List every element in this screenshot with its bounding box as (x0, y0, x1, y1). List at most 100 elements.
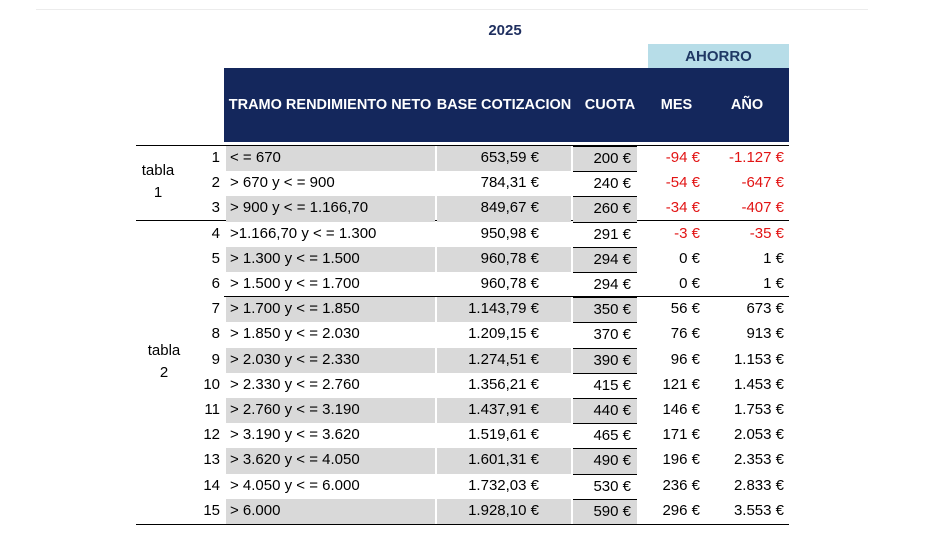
table-row: 6 > 1.500 y < = 1.700 960,78 € 294 € 0 € 1 € (0, 272, 950, 297)
anio-cell: 3.553 € (733, 501, 784, 519)
base-cell: 960,78 € (437, 246, 571, 272)
table-row: 13 > 3.620 y < = 4.050 1.601,31 €490 € 196 … (0, 448, 950, 474)
tramo-cell: > 1.500 y < = 1.700 (230, 275, 360, 292)
header-tramo: TRAMO RENDIMIENTO NETO (228, 96, 432, 113)
cuota-cell: 294 € (573, 246, 637, 272)
tramo-cell: >1.166,70 y < = 1.300 (230, 224, 377, 242)
cuota-cell: 390 € (573, 347, 637, 373)
row-number: 9 (211, 350, 220, 368)
tramo-cell: > 1.300 y < = 1.500 (226, 246, 435, 272)
table-row: 8 > 1.850 y < = 2.030 1.209,15 € 370 € 76 € 9… (0, 322, 950, 347)
tramo-cell: > 2.030 y < = 2.330 (226, 347, 435, 373)
mes-cell: -54 € (665, 174, 700, 192)
mes-cell: 96 € (670, 350, 700, 368)
anio-cell: -647 € (741, 174, 784, 192)
anio-cell: -407 € (741, 199, 784, 217)
base-cell: 1.209,15 € (468, 325, 539, 343)
row-number: 11 (204, 401, 220, 418)
cuota-cell: 260 € (573, 196, 637, 222)
table-row: 5 > 1.300 y < = 1.500 960,78 €294 € 0 € 1 € (0, 246, 950, 272)
row-divider (224, 296, 789, 297)
row-number: 5 (211, 249, 220, 267)
base-cell: 1.519,61 € (468, 426, 539, 444)
cuota-cell: 465 € (573, 423, 637, 448)
row-number: 15 (203, 501, 220, 519)
tramo-cell: > 1.700 y < = 1.850 (226, 297, 435, 323)
anio-cell: 1.453 € (733, 375, 784, 393)
table-bottom-border (136, 524, 789, 525)
mes-cell: 296 € (662, 501, 700, 519)
tramo-cell: > 4.050 y < = 6.000 (230, 476, 360, 494)
cuota-cell: 370 € (573, 322, 637, 347)
mes-cell: 0 € (679, 275, 700, 292)
group-label-tabla-2: tabla 2 (147, 342, 181, 381)
table-row: 10 > 2.330 y < = 2.760 1.356,21 € 415 € 121 … (0, 372, 950, 398)
anio-cell: 1.153 € (733, 350, 784, 368)
group-label-tabla-1: tabla 1 (141, 162, 175, 201)
ahorro-header: AHORRO (648, 44, 789, 68)
cuota-cell: 440 € (573, 398, 637, 424)
cuota-cell: 530 € (573, 473, 637, 499)
year-heading: 2025 (488, 22, 522, 39)
cuota-cell: 240 € (573, 171, 637, 196)
tramo-cell: > 2.330 y < = 2.760 (230, 375, 360, 393)
mes-cell: 56 € (670, 300, 700, 318)
table-row: 4 >1.166,70 y < = 1.300 950,98 € 291 € -3 € -… (0, 221, 950, 247)
table-row: 2 > 670 y < = 900 784,31 € 240 € -54 € -647 € (0, 171, 950, 196)
anio-cell: 2.833 € (733, 476, 784, 494)
cuota-cell: 294 € (573, 272, 637, 297)
base-cell: 1.143,79 € (437, 297, 571, 323)
mes-cell: -34 € (665, 199, 700, 217)
base-cell: 784,31 € (480, 174, 539, 192)
tramo-cell: > 6.000 (226, 498, 435, 524)
header-anio: AÑO (730, 96, 764, 113)
row-number: 3 (211, 199, 220, 217)
mes-cell: 171 € (662, 426, 700, 444)
cuota-cell: 415 € (573, 372, 637, 398)
cuota-cell: 200 € (573, 146, 637, 172)
row-number: 7 (211, 300, 220, 318)
mes-cell: 236 € (662, 476, 700, 494)
anio-cell: 2.053 € (733, 426, 784, 444)
table-row: 15 > 6.000 1.928,10 €590 € 296 € 3.553 € (0, 498, 950, 524)
tramo-cell: > 3.190 y < = 3.620 (230, 426, 360, 444)
cuota-cell: 490 € (573, 448, 637, 474)
table-row: 12 > 3.190 y < = 3.620 1.519,61 € 465 € 171 … (0, 423, 950, 448)
base-cell: 1.928,10 € (437, 498, 571, 524)
cuota-cell: 291 € (573, 221, 637, 247)
tramo-cell: < = 670 (226, 146, 435, 172)
anio-cell: 913 € (746, 325, 784, 343)
table-row: 1 < = 670 653,59 €200 € -94 € -1.127 € (0, 146, 950, 172)
table-row: 7 > 1.700 y < = 1.850 1.143,79 €350 € 56 € 6… (0, 297, 950, 323)
anio-cell: -1.127 € (728, 149, 784, 166)
row-number: 1 (211, 149, 220, 166)
row-number: 13 (203, 451, 220, 469)
table-row: 3 > 900 y < = 1.166,70 849,67 €260 € -34 € -… (0, 196, 950, 222)
row-number: 8 (211, 325, 220, 343)
base-cell: 1.356,21 € (468, 375, 539, 393)
cuota-cell: 350 € (573, 297, 637, 323)
header-cuota: CUOTA (584, 96, 636, 113)
mes-cell: 0 € (679, 249, 700, 267)
row-number: 10 (203, 375, 220, 393)
base-cell: 849,67 € (437, 196, 571, 222)
row-number: 4 (211, 224, 220, 242)
mes-cell: 146 € (662, 401, 700, 418)
anio-cell: 1 € (763, 275, 784, 292)
mes-cell: 76 € (670, 325, 700, 343)
tramo-cell: > 3.620 y < = 4.050 (226, 448, 435, 474)
table-header: TRAMO RENDIMIENTO NETO BASE COTIZACION C… (224, 68, 789, 142)
base-cell: 1.274,51 € (437, 347, 571, 373)
tramo-cell: > 2.760 y < = 3.190 (226, 398, 435, 424)
base-cell: 653,59 € (437, 146, 571, 172)
anio-cell: 673 € (746, 300, 784, 318)
row-number: 12 (203, 426, 220, 444)
row-number: 2 (211, 174, 220, 192)
table-top-border (136, 145, 789, 146)
mes-cell: 196 € (662, 451, 700, 469)
row-number: 14 (203, 476, 220, 494)
header-mes: MES (660, 96, 693, 113)
cuota-cell: 590 € (573, 498, 637, 524)
base-cell: 1.437,91 € (437, 398, 571, 424)
anio-cell: 1 € (763, 249, 784, 267)
